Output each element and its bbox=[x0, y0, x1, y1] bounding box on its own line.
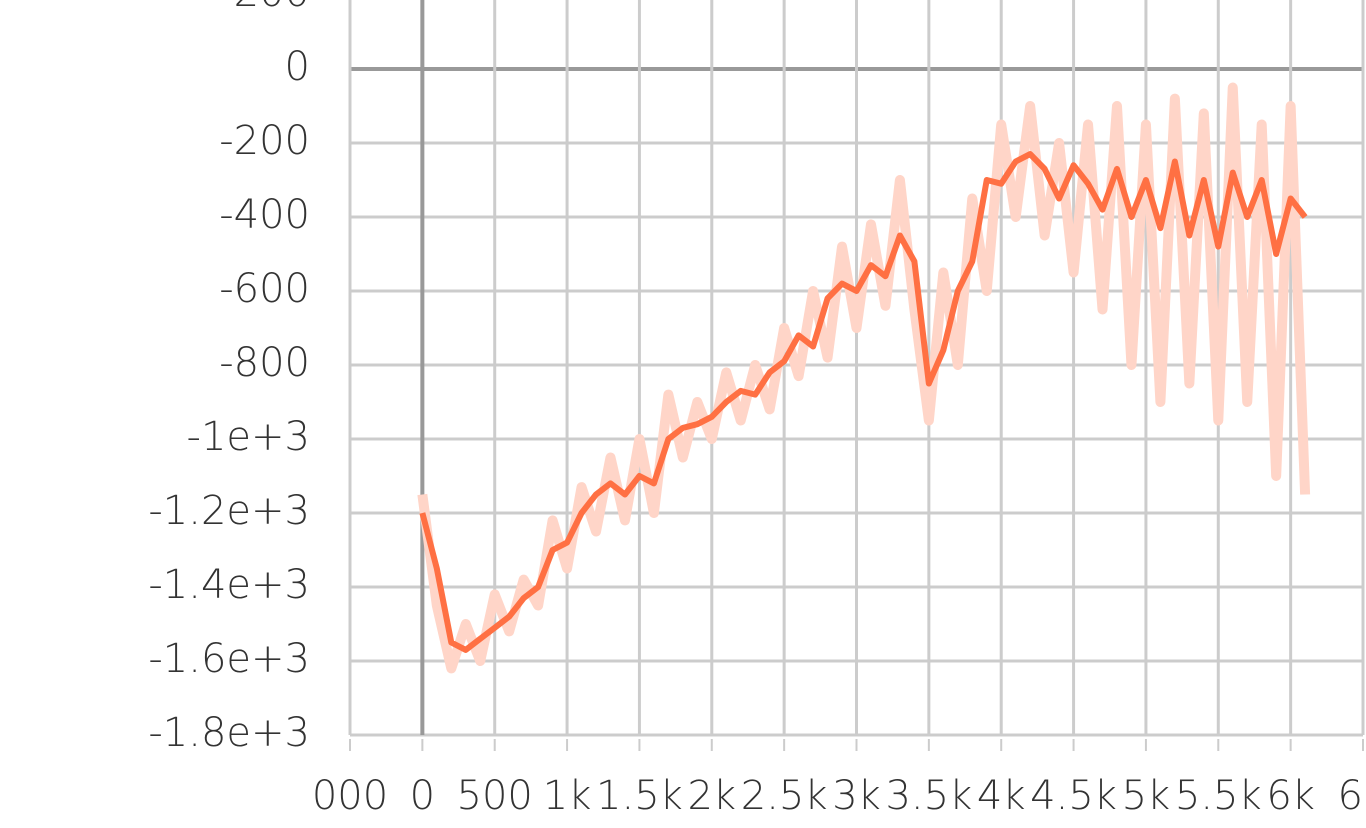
y-tick-label: -1e+3 bbox=[187, 414, 310, 460]
y-tick-label: -800 bbox=[219, 340, 310, 386]
y-tick-label: -1.2e+3 bbox=[148, 488, 310, 534]
x-tick-label: 500 bbox=[457, 773, 533, 819]
x-tick-label: 2k bbox=[687, 773, 736, 819]
x-tick-label: 4.5k bbox=[1030, 773, 1117, 819]
y-tick-label: -400 bbox=[219, 192, 310, 238]
y-tick-label: -1.4e+3 bbox=[148, 562, 310, 608]
x-tick-label: 5.5k bbox=[1175, 773, 1262, 819]
y-tick-label: -1.8e+3 bbox=[148, 710, 310, 756]
x-tick-label: 6.. bbox=[1338, 773, 1366, 819]
y-tick-label: -1.6e+3 bbox=[148, 636, 310, 682]
x-tick-label: 6k bbox=[1266, 773, 1315, 819]
x-tick-label: 2.5k bbox=[741, 773, 828, 819]
series-line bbox=[419, 151, 1308, 653]
x-tick-label: 000 bbox=[312, 773, 388, 819]
x-tick-label: 0 bbox=[410, 773, 435, 819]
x-tick-label: 3k bbox=[832, 773, 881, 819]
x-tick-label: 4k bbox=[977, 773, 1026, 819]
x-tick-label: 1.5k bbox=[596, 773, 683, 819]
x-tick-label: 1k bbox=[543, 773, 592, 819]
y-tick-label: 0 bbox=[285, 44, 310, 90]
y-tick-label: -200 bbox=[219, 118, 310, 164]
x-tick-label: 3.5k bbox=[885, 773, 972, 819]
x-tick-label: 5k bbox=[1122, 773, 1171, 819]
y-tick-label: -600 bbox=[219, 266, 310, 312]
y-tick-label: 200 bbox=[234, 0, 310, 16]
